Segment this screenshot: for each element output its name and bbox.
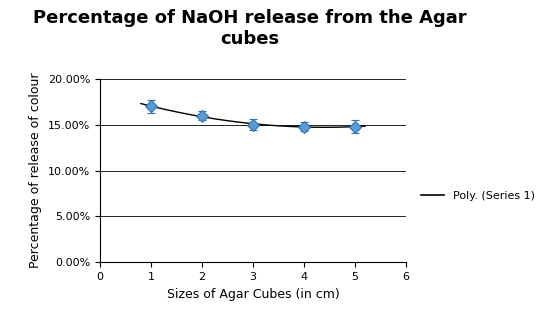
Y-axis label: Percentage of release of colour: Percentage of release of colour	[29, 73, 42, 268]
X-axis label: Sizes of Agar Cubes (in cm): Sizes of Agar Cubes (in cm)	[167, 288, 339, 301]
Text: Percentage of NaOH release from the Agar
cubes: Percentage of NaOH release from the Agar…	[33, 9, 467, 48]
Legend: Poly. (Series 1): Poly. (Series 1)	[417, 186, 539, 205]
